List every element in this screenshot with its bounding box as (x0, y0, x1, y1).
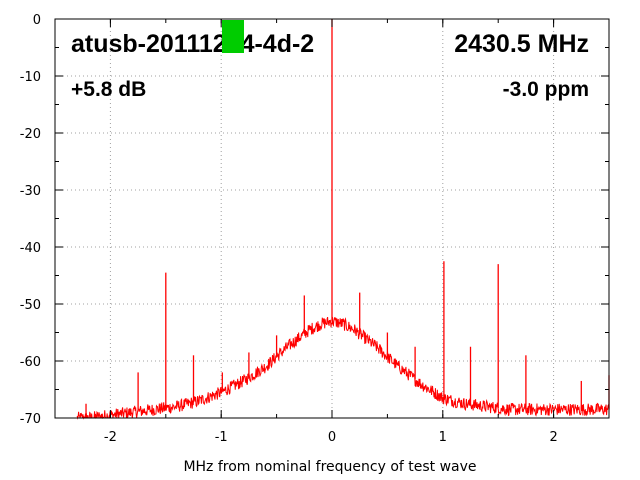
y-tick-label: -50 (20, 298, 41, 313)
spectrum-trace (76, 19, 610, 420)
level-label: +5.8 dB (71, 78, 146, 101)
tick-labels: -2 -1 0 1 20-10-20-30-40-50-60-70 (20, 13, 558, 445)
status-marker (222, 20, 244, 53)
x-tick-label: -1 (215, 430, 228, 445)
x-axis-title: MHz from nominal frequency of test wave (183, 459, 476, 475)
axis-ticks (54, 18, 610, 419)
y-tick-label: -10 (20, 70, 41, 85)
x-tick-label: 1 (439, 430, 447, 445)
noise-floor-line (76, 316, 610, 420)
y-tick-label: 0 (33, 13, 41, 28)
x-tick-label: -2 (104, 430, 117, 445)
y-tick-label: -60 (20, 355, 41, 370)
x-tick-label: 2 (549, 430, 557, 445)
offset-label: -3.0 ppm (503, 78, 589, 101)
device-name-label: atusb-20111214-4d-2 (71, 30, 314, 58)
x-tick-label: 0 (328, 430, 336, 445)
y-tick-label: -40 (20, 241, 41, 256)
frequency-label: 2430.5 MHz (454, 30, 589, 58)
y-tick-label: -70 (20, 412, 41, 427)
y-tick-label: -30 (20, 184, 41, 199)
y-tick-label: -20 (20, 127, 41, 142)
